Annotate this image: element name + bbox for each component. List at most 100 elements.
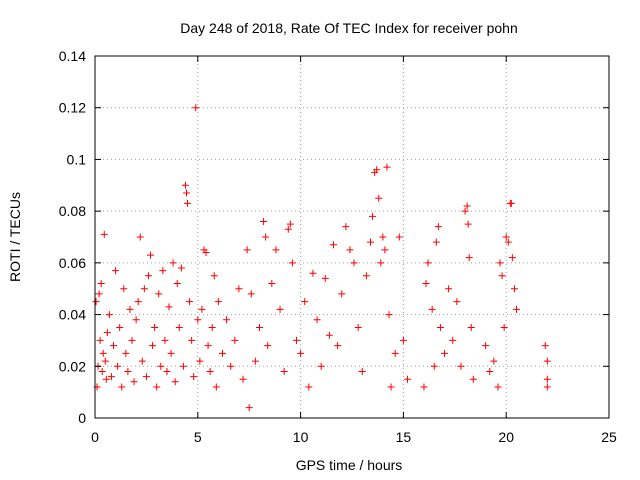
data-point: [196, 357, 204, 365]
data-point: [212, 383, 220, 391]
data-point: [420, 383, 428, 391]
data-point: [122, 349, 130, 357]
data-point: [430, 362, 438, 370]
y-tick-label: 0.04: [59, 307, 86, 323]
data-point: [110, 342, 118, 350]
y-tick-label: 0.08: [59, 203, 86, 219]
data-point: [105, 311, 113, 319]
data-point: [434, 223, 442, 231]
data-point: [313, 316, 321, 324]
data-point: [338, 290, 346, 298]
data-point: [126, 305, 134, 313]
data-point: [251, 357, 259, 365]
data-point: [165, 303, 173, 311]
data-point: [136, 233, 144, 241]
data-point: [149, 342, 157, 350]
y-tick-label: 0.02: [59, 358, 86, 374]
data-point: [467, 324, 475, 331]
data-point: [157, 362, 165, 370]
data-point: [502, 233, 510, 241]
data-point: [255, 324, 263, 331]
data-point: [441, 349, 449, 357]
data-point: [375, 194, 383, 202]
data-point: [512, 305, 520, 313]
data-point: [284, 225, 292, 233]
data-point: [223, 316, 231, 324]
data-point: [482, 342, 490, 350]
data-point: [342, 223, 350, 231]
data-point: [543, 383, 551, 391]
ticks-layer: 0 0.02 0.04 0.06 0.08 0.1 0.12 0.14 0 5 10 15 20 25: [59, 48, 617, 445]
data-point: [188, 336, 196, 344]
data-point: [99, 349, 107, 357]
data-point: [167, 349, 175, 357]
y-tick-label: 0.1: [67, 151, 87, 167]
points-layer: [92, 104, 551, 412]
data-point: [204, 342, 212, 350]
data-point: [114, 362, 122, 370]
data-point: [432, 238, 440, 246]
data-point: [245, 404, 253, 412]
data-point: [334, 342, 342, 350]
data-point: [124, 367, 132, 375]
data-point: [163, 367, 171, 375]
x-tick-label: 15: [396, 429, 412, 445]
data-point: [461, 207, 469, 215]
data-point: [262, 233, 270, 241]
data-point: [321, 274, 329, 282]
data-point: [175, 324, 183, 331]
data-point: [98, 367, 106, 375]
data-point: [97, 280, 105, 288]
x-tick-label: 10: [293, 429, 309, 445]
data-point: [449, 336, 457, 344]
data-point: [541, 342, 549, 350]
data-point: [288, 259, 296, 267]
data-point: [155, 290, 163, 298]
data-point: [202, 249, 210, 257]
data-point: [107, 373, 115, 381]
data-point: [367, 238, 375, 246]
data-point: [358, 367, 366, 375]
x-tick-label: 0: [91, 429, 99, 445]
y-tick-label: 0.12: [59, 100, 86, 116]
data-point: [463, 202, 471, 210]
data-point: [395, 233, 403, 241]
data-point: [272, 246, 280, 254]
chart-title: Day 248 of 2018, Rate Of TEC Index for r…: [180, 20, 517, 36]
data-point: [317, 362, 325, 370]
data-point: [101, 357, 109, 365]
data-point: [181, 181, 189, 189]
data-point: [118, 383, 126, 391]
data-point: [210, 272, 218, 280]
data-point: [100, 230, 108, 238]
data-point: [436, 324, 444, 331]
data-point: [422, 280, 430, 288]
data-point: [428, 305, 436, 313]
plot-frame: [94, 55, 610, 419]
data-point: [208, 324, 216, 331]
data-point: [391, 349, 399, 357]
y-tick-label: 0.06: [59, 255, 86, 271]
data-point: [235, 285, 243, 293]
data-point: [179, 362, 187, 370]
data-point: [264, 342, 272, 350]
data-point: [346, 246, 354, 254]
data-point: [297, 349, 305, 357]
data-point: [350, 259, 358, 267]
data-point: [498, 272, 506, 280]
data-point: [504, 238, 512, 246]
data-point: [140, 285, 148, 293]
data-point: [132, 316, 140, 324]
y-tick-label: 0: [78, 410, 86, 426]
data-point: [95, 290, 103, 298]
data-point: [500, 324, 508, 331]
x-tick-label: 20: [498, 429, 514, 445]
data-point: [292, 336, 300, 344]
data-point: [543, 357, 551, 365]
data-point: [147, 251, 155, 259]
data-point: [169, 259, 177, 267]
data-point: [399, 336, 407, 344]
data-point: [247, 290, 255, 298]
